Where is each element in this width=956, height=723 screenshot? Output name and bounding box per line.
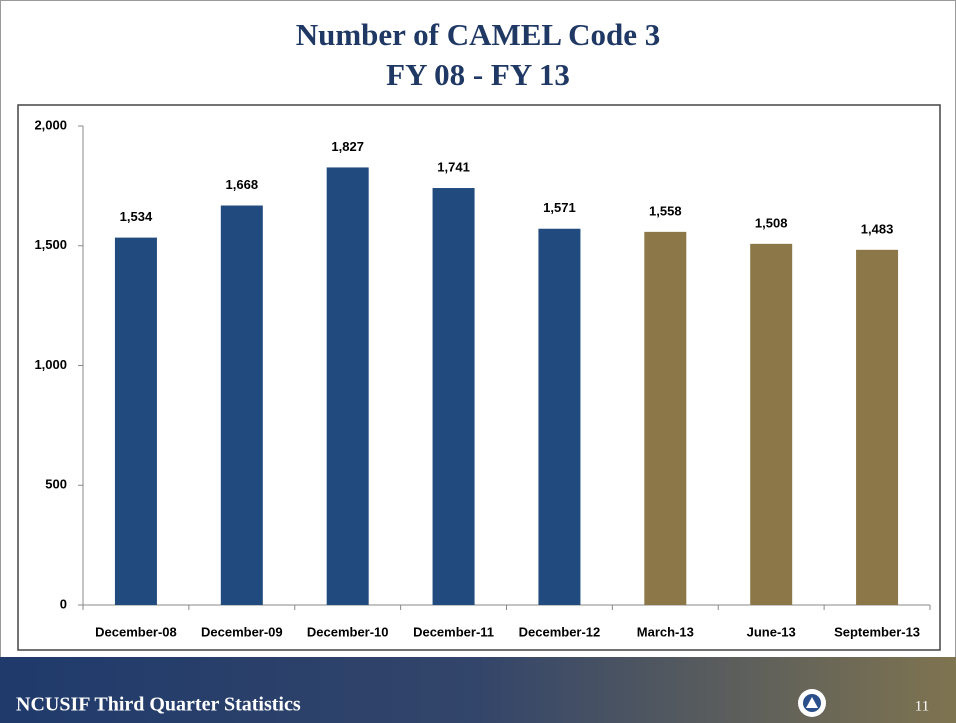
y-tick-label: 2,000 (34, 117, 67, 132)
x-tick-label: December-11 (413, 624, 494, 639)
x-tick-label: December-08 (95, 624, 177, 639)
bar (220, 205, 263, 605)
value-label: 1,558 (649, 203, 682, 218)
x-tick-label: September-13 (834, 624, 920, 639)
y-tick-label: 500 (45, 477, 67, 492)
bar (856, 249, 899, 605)
value-label: 1,508 (755, 215, 788, 230)
title-line: FY 08 - FY 13 (386, 57, 570, 92)
bar (644, 231, 687, 605)
x-tick-label: December-12 (519, 624, 601, 639)
y-tick-label: 1,500 (34, 237, 67, 252)
x-tick-label: December-09 (201, 624, 283, 639)
value-label: 1,741 (437, 159, 470, 174)
footer-text: NCUSIF Third Quarter Statistics (16, 694, 301, 716)
bar (750, 243, 793, 606)
value-label: 1,534 (120, 209, 153, 224)
value-label: 1,668 (226, 177, 259, 192)
value-label: 1,571 (543, 200, 576, 215)
y-tick-label: 1,000 (34, 357, 67, 372)
title-line: Number of CAMEL Code 3 (296, 17, 661, 52)
x-tick-label: June-13 (747, 624, 796, 639)
page-number: 11 (915, 698, 929, 714)
logo-arrow (806, 697, 818, 708)
x-tick-label: December-10 (307, 624, 389, 639)
bar (114, 237, 157, 605)
value-label: 1,483 (861, 221, 894, 236)
chart-frame (17, 104, 941, 651)
footer-bar (0, 657, 956, 723)
y-tick-label: 0 (60, 596, 67, 611)
bar (432, 188, 475, 605)
value-label: 1,827 (331, 139, 364, 154)
plot: 0 500 1,000 1,500 2,000 December-08 1,534 Decem… (34, 117, 931, 639)
bar (326, 167, 369, 605)
x-tick-label: March-13 (637, 624, 694, 639)
logo (798, 689, 826, 717)
bar (538, 228, 581, 606)
